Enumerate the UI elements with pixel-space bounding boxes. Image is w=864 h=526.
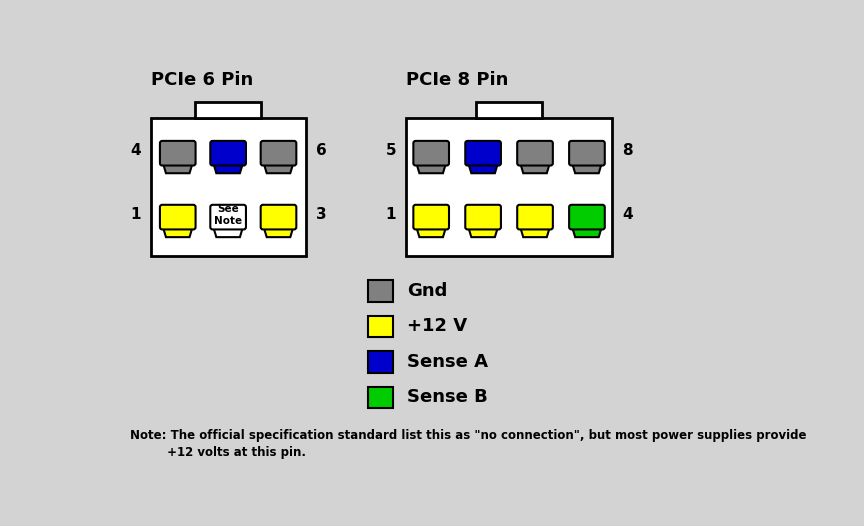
Text: PCIe 8 Pin: PCIe 8 Pin	[406, 70, 509, 88]
Bar	[367, 387, 393, 408]
Polygon shape	[467, 207, 499, 237]
Text: PCIe 6 Pin: PCIe 6 Pin	[150, 70, 253, 88]
Polygon shape	[213, 143, 244, 173]
Text: 5: 5	[385, 144, 397, 158]
FancyBboxPatch shape	[160, 205, 195, 229]
FancyBboxPatch shape	[413, 141, 449, 166]
FancyBboxPatch shape	[569, 205, 605, 229]
Text: 4: 4	[622, 207, 632, 222]
Text: +12 V: +12 V	[407, 318, 467, 336]
Text: +12 volts at this pin.: +12 volts at this pin.	[130, 446, 306, 459]
Text: Note: The official specification standard list this as "no connection", but most: Note: The official specification standar…	[130, 429, 806, 442]
Polygon shape	[416, 207, 447, 237]
Polygon shape	[263, 207, 294, 237]
Polygon shape	[162, 207, 194, 237]
Polygon shape	[519, 143, 550, 173]
Text: 3: 3	[315, 207, 327, 222]
FancyBboxPatch shape	[413, 205, 449, 229]
Polygon shape	[162, 143, 194, 173]
FancyBboxPatch shape	[160, 141, 195, 166]
Text: Gnd: Gnd	[407, 282, 448, 300]
Polygon shape	[416, 143, 447, 173]
Bar	[367, 351, 393, 372]
Text: Sense A: Sense A	[407, 353, 488, 371]
Text: 1: 1	[130, 207, 141, 222]
Text: 1: 1	[386, 207, 397, 222]
FancyBboxPatch shape	[261, 141, 296, 166]
FancyBboxPatch shape	[210, 141, 246, 166]
Polygon shape	[263, 143, 294, 173]
Text: 8: 8	[622, 144, 632, 158]
Bar	[195, 103, 261, 118]
FancyBboxPatch shape	[466, 141, 501, 166]
Bar	[150, 118, 306, 256]
FancyBboxPatch shape	[466, 205, 501, 229]
Text: 6: 6	[315, 144, 327, 158]
Text: 4: 4	[130, 144, 141, 158]
Polygon shape	[519, 207, 550, 237]
Polygon shape	[213, 207, 244, 237]
FancyBboxPatch shape	[518, 141, 553, 166]
Bar	[476, 103, 542, 118]
FancyBboxPatch shape	[518, 205, 553, 229]
Bar	[367, 316, 393, 337]
Bar	[406, 118, 612, 256]
Text: Sense B: Sense B	[407, 388, 488, 406]
FancyBboxPatch shape	[210, 205, 246, 229]
Polygon shape	[571, 143, 602, 173]
FancyBboxPatch shape	[569, 141, 605, 166]
Polygon shape	[467, 143, 499, 173]
Text: See
Note: See Note	[214, 204, 242, 226]
Bar	[367, 280, 393, 302]
Polygon shape	[571, 207, 602, 237]
FancyBboxPatch shape	[261, 205, 296, 229]
